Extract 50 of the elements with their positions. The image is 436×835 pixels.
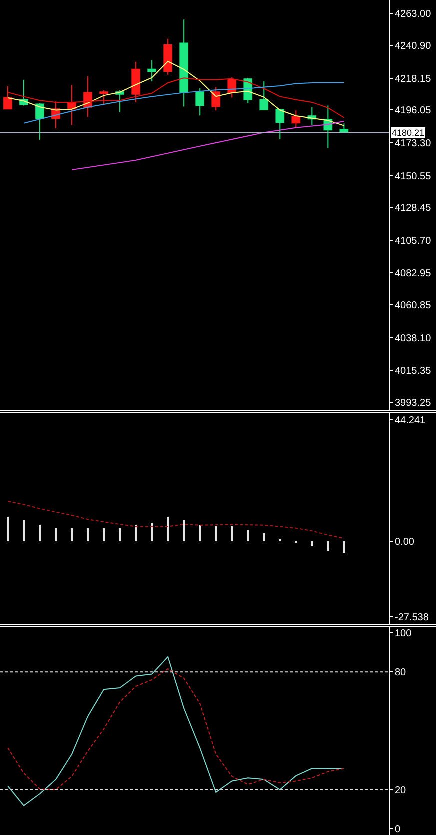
y-tick-label: 3993.25 [395,398,432,409]
y-tick-label: -27.538 [395,612,430,624]
y-tick-label: 4173.30 [395,138,432,150]
line-series [8,78,345,118]
candlestick [212,86,221,112]
y-tick-label: 4015.35 [395,366,432,378]
line-series [8,668,345,790]
y-tick-label: 44.241 [395,416,426,427]
ref-line-label: 4180.21 [392,128,425,138]
y-tick-label: 20 [395,785,407,796]
bar [22,520,26,542]
bar [263,534,266,542]
bar [279,539,282,542]
line-series [8,61,345,126]
y-tick-label: 4060.85 [395,300,432,312]
y-tick-label: 4082.95 [395,268,432,280]
y-tick-label: 0 [395,824,401,835]
candlestick [100,90,108,106]
y-tick-label: 4105.70 [395,236,432,247]
candlestick [276,109,285,140]
y-tick-label: 4218.15 [395,74,432,85]
y-tick-label: 4150.55 [395,171,432,182]
candlestick [132,61,140,103]
y-tick-label: 80 [395,668,407,679]
bar [343,542,346,554]
y-tick-label: 4263.00 [395,9,432,20]
candlestick [68,84,76,126]
candlestick [164,38,173,76]
y-tick-label: 100 [395,628,412,640]
line-series [8,500,345,540]
bar [214,526,218,542]
candlestick [292,110,301,128]
candlestick [260,80,269,111]
y-tick-label: 4196.05 [395,106,432,117]
candlestick [196,88,205,116]
line-series [8,656,345,806]
y-tick-label: 4128.45 [395,203,432,214]
candlestick [180,19,189,108]
bar [231,526,234,542]
y-tick-label: 0.00 [395,537,415,548]
y-tick-label: 4038.10 [395,333,432,344]
line-series [72,120,345,171]
candlestick [36,102,44,140]
bar [311,542,314,547]
candlestick [148,60,156,82]
line-series [24,82,345,124]
bar [327,542,330,551]
y-tick-label: 4240.90 [395,41,432,52]
candlestick [4,86,12,110]
bar [247,530,250,542]
